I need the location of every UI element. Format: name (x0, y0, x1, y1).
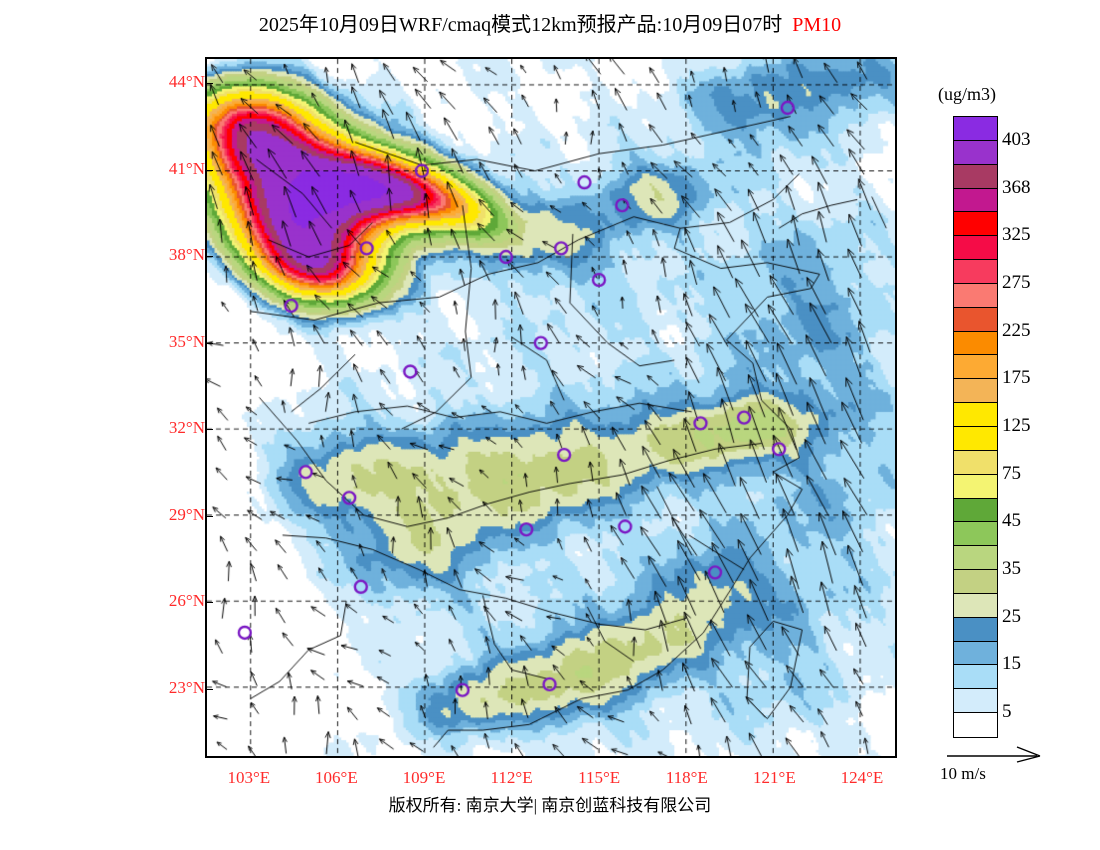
map-plot-area[interactable] (205, 57, 897, 758)
latitude-axis: 44°N 41°N 38°N 35°N 32°N 29°N 26°N 23°N (125, 57, 213, 758)
colorbar-tick-label: 75 (1002, 462, 1021, 484)
colorbar-band[interactable] (954, 307, 997, 332)
colorbar-band[interactable] (954, 283, 997, 308)
longitude-tick-label: 103°E (227, 768, 271, 787)
title-main-text: 2025年10月09日WRF/cmaq模式12km预报产品:10月09日07时 (258, 14, 783, 36)
latitude-tick-mark (205, 82, 213, 84)
colorbar-band[interactable] (954, 379, 997, 404)
latitude-tick-label: 38°N (168, 245, 205, 265)
latitude-tick-mark (205, 342, 213, 344)
latitude-tick-label: 29°N (168, 504, 205, 524)
colorbar-band[interactable] (954, 331, 997, 356)
colorbar-tick-label: 35 (1002, 558, 1021, 580)
colorbar-tick-label: 25 (1002, 605, 1021, 627)
longitude-tick-label: 109°E (402, 768, 446, 787)
colorbar-band[interactable] (954, 260, 997, 284)
colorbar-tick-label: 225 (1002, 319, 1031, 341)
colorbar-band[interactable] (954, 713, 997, 737)
colorbar-tick-label: 325 (1002, 224, 1031, 246)
colorbar-band[interactable] (954, 474, 997, 499)
colorbar-tick-label: 45 (1002, 510, 1021, 532)
colorbar-tick-label: 368 (1002, 176, 1031, 198)
colorbar-band[interactable] (954, 546, 997, 571)
colorbar-band[interactable] (954, 403, 997, 427)
latitude-tick-label: 32°N (168, 418, 205, 438)
latitude-tick-mark (205, 602, 213, 604)
colorbar-tick-label: 125 (1002, 415, 1031, 436)
latitude-tick-mark (205, 429, 213, 431)
latitude-tick-label: 23°N (168, 677, 205, 697)
colorbar-band[interactable] (954, 450, 997, 475)
longitude-tick-label: 121°E (753, 768, 796, 787)
wind-scale-label: 10 m/s (940, 764, 986, 783)
colorbar-band[interactable] (954, 641, 997, 666)
latitude-tick-label: 26°N (168, 591, 205, 611)
longitude-tick-label: 112°E (490, 768, 533, 787)
colorbar-unit-label: (ug/m3) (938, 84, 996, 104)
wind-arrow-icon (947, 746, 1041, 763)
pm10-concentration-map[interactable] (207, 59, 895, 756)
colorbar-band[interactable] (954, 164, 997, 189)
wind-scale-key: 10 m/s (940, 742, 1090, 792)
copyright-notice: 版权所有: 南京大学| 南京创蓝科技有限公司 (388, 796, 712, 815)
latitude-tick-mark (205, 256, 213, 258)
colorbar-band[interactable] (954, 570, 997, 594)
colorbar-band[interactable] (954, 689, 997, 714)
title-pollutant-label: PM10 (792, 14, 842, 36)
colorbar-band[interactable] (954, 617, 997, 642)
latitude-tick-mark (205, 169, 213, 171)
colorbar-band[interactable] (954, 236, 997, 261)
colorbar-tick-label: 403 (1002, 128, 1031, 150)
longitude-tick-label: 106°E (315, 768, 358, 787)
colorbar[interactable] (953, 116, 998, 738)
colorbar-band[interactable] (954, 212, 997, 237)
colorbar-band[interactable] (954, 188, 997, 213)
latitude-tick-mark (205, 688, 213, 690)
page-title: 2025年10月09日WRF/cmaq模式12km预报产品:10月09日07时 P… (0, 8, 1100, 37)
latitude-tick-mark (205, 515, 213, 517)
colorbar-band[interactable] (954, 498, 997, 523)
longitude-axis: 103°E 106°E 109°E 112°E 115°E 118°E 121°E 124°E (205, 762, 897, 802)
colorbar-band[interactable] (954, 522, 997, 547)
colorbar-band[interactable] (954, 140, 997, 165)
colorbar-tick-label: 275 (1002, 271, 1031, 293)
latitude-tick-label: 41°N (168, 158, 205, 178)
longitude-tick-label: 115°E (578, 768, 621, 787)
colorbar-band[interactable] (954, 355, 997, 380)
colorbar-band[interactable] (954, 117, 997, 141)
colorbar-band[interactable] (954, 426, 997, 451)
colorbar-tick-label: 175 (1002, 367, 1031, 389)
latitude-tick-label: 35°N (168, 331, 205, 351)
colorbar-tick-labels: 403 368 325 275 225 175 125 75 45 35 25 15 5 (1002, 116, 1097, 738)
longitude-tick-label: 124°E (840, 768, 884, 787)
colorbar-tick-label: 5 (1002, 701, 1012, 723)
latitude-tick-label: 44°N (168, 71, 205, 91)
colorbar-band[interactable] (954, 665, 997, 690)
longitude-tick-label: 118°E (665, 768, 708, 787)
colorbar-band[interactable] (954, 593, 997, 618)
colorbar-tick-label: 15 (1002, 653, 1021, 675)
